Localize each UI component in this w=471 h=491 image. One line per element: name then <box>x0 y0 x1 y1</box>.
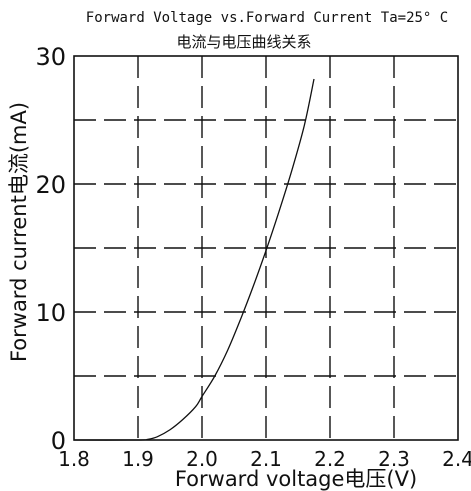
x-tick-label: 2.4 <box>442 447 471 471</box>
series-line <box>73 78 315 441</box>
x-tick-label: 2.3 <box>378 447 410 471</box>
x-tick-label: 2.0 <box>186 447 218 471</box>
plot-area-border <box>73 55 459 441</box>
x-tick-label: 1.9 <box>122 447 154 471</box>
chart-subtitle: 电流与电压曲线关系 <box>176 33 311 51</box>
x-axis-label: Forward voltage电压(V) <box>175 467 417 491</box>
y-tick-label: 0 <box>51 427 66 455</box>
y-tick-label: 20 <box>35 171 66 199</box>
grid <box>74 56 458 440</box>
x-tick-label: 2.1 <box>250 447 282 471</box>
x-tick-label: 2.2 <box>314 447 346 471</box>
x-axis-ticks: 1.8 1.9 2.0 2.1 2.2 2.3 2.4 <box>58 447 471 471</box>
series-group <box>73 78 315 441</box>
y-tick-label: 30 <box>35 43 66 71</box>
y-axis-label: Forward current电流(mA) <box>7 102 31 362</box>
x-tick-label: 1.8 <box>58 447 90 471</box>
y-axis-ticks: 0 10 20 30 <box>35 43 66 455</box>
y-tick-label: 10 <box>35 299 66 327</box>
chart-title: Forward Voltage vs.Forward Current Ta=25… <box>86 10 448 26</box>
